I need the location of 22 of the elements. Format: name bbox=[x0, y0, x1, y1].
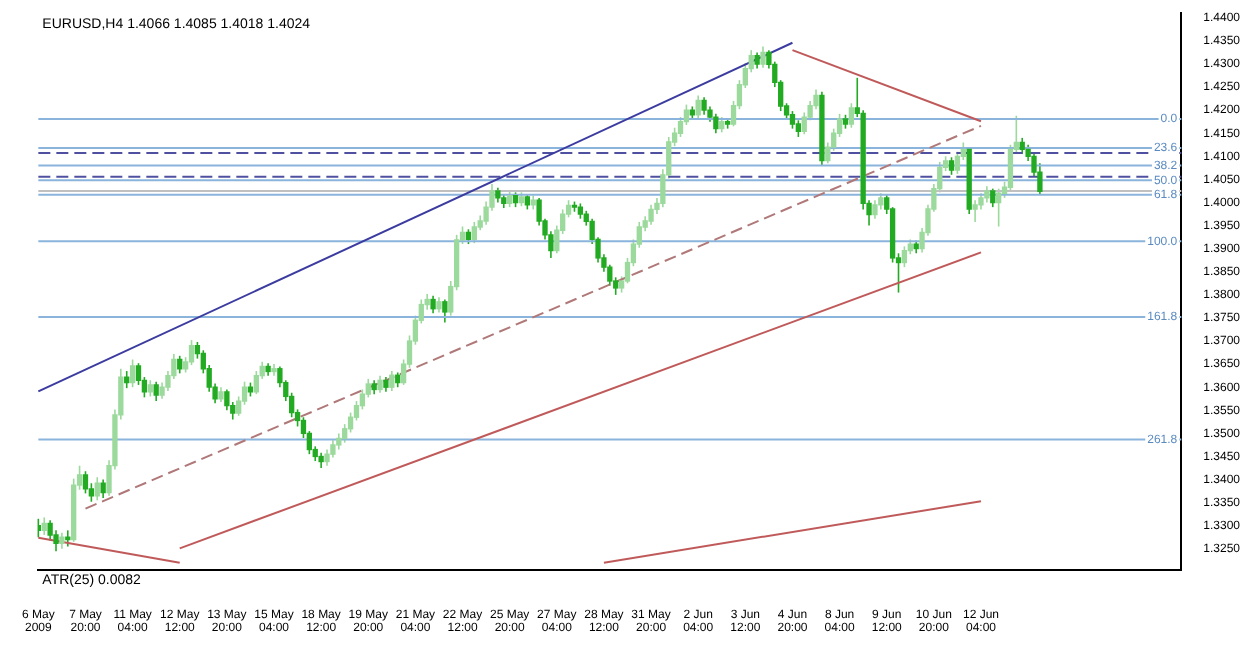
candlestick bbox=[713, 113, 719, 135]
candlestick bbox=[224, 388, 230, 412]
candlestick bbox=[1037, 162, 1043, 195]
candlestick bbox=[129, 358, 136, 389]
candlestick bbox=[471, 221, 477, 244]
candlestick bbox=[848, 102, 855, 129]
candlestick bbox=[389, 370, 395, 392]
candlestick bbox=[188, 339, 195, 366]
candlestick bbox=[813, 88, 819, 111]
candlestick bbox=[901, 245, 908, 268]
candlestick bbox=[100, 478, 106, 499]
candlestick bbox=[801, 111, 807, 135]
candlestick bbox=[442, 298, 448, 324]
candlestick bbox=[760, 45, 766, 69]
candlestick bbox=[648, 204, 654, 226]
candlestick bbox=[872, 199, 878, 220]
candlestick bbox=[695, 94, 701, 120]
candlestick bbox=[990, 187, 996, 208]
candlestick bbox=[972, 199, 978, 223]
candlestick bbox=[82, 470, 89, 495]
candlestick bbox=[253, 370, 259, 395]
candlestick bbox=[153, 380, 159, 402]
